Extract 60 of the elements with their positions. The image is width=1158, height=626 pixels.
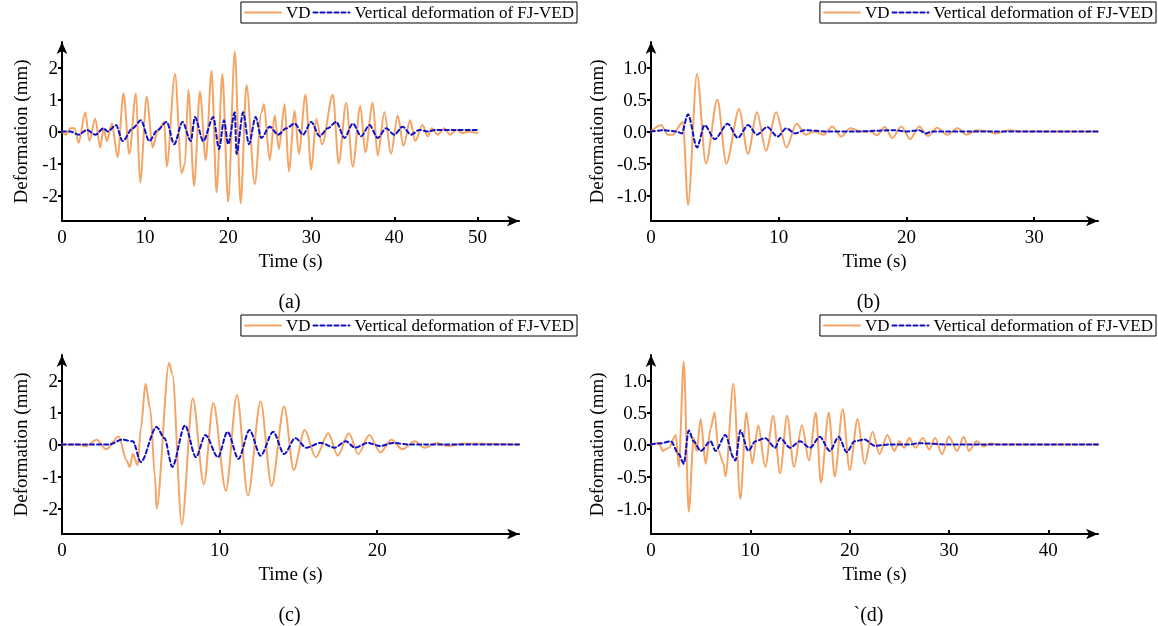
y-tick-label: 2	[48, 370, 58, 392]
x-tick-label: 40	[1038, 539, 1058, 560]
line-series	[649, 72, 1099, 207]
legend-label: VD	[285, 316, 311, 335]
legend-label: Vertical deformation of FJ-VED	[933, 316, 1154, 335]
y-tick-label: -2	[42, 497, 58, 519]
y-tick-label: -0.5	[616, 152, 647, 174]
y-tick-label: -2	[42, 184, 58, 206]
text: (b)	[856, 290, 881, 313]
x-axis-title: Time (s)	[842, 249, 907, 272]
y-tick-label: 1.0	[623, 57, 647, 79]
y-axis-title: Deformation (mm)	[10, 59, 32, 204]
y-tick-label: -1.0	[616, 184, 647, 206]
x-tick-label: 20	[840, 539, 860, 560]
y-tick-label: 0.0	[623, 434, 647, 455]
x-tick-label: 10	[740, 539, 760, 560]
y-tick-label: 0.5	[623, 89, 647, 111]
x-tick-label: 10	[210, 539, 230, 560]
x-axis-title: Time (s)	[258, 249, 323, 272]
x-axis-title: Time (s)	[258, 562, 323, 585]
y-tick-label: 0	[48, 121, 58, 142]
legend-label: VD	[864, 316, 890, 335]
line-series	[61, 111, 479, 155]
y-tick-label: 0.0	[623, 121, 647, 142]
legend-label: Vertical deformation of FJ-VED	[933, 3, 1154, 22]
text: (c)	[278, 603, 301, 626]
x-tick-label: 20	[896, 226, 916, 247]
y-tick-label: 0.5	[623, 402, 647, 424]
y-tick-label: 1	[48, 89, 58, 111]
y-tick-label: 1	[48, 402, 58, 424]
legend-label: VD	[285, 3, 311, 22]
y-tick-label: 0	[48, 434, 58, 455]
legend-label: VD	[864, 3, 890, 22]
y-tick-label: -0.5	[616, 465, 647, 487]
line-series	[61, 50, 479, 205]
x-tick-label: 40	[384, 226, 404, 247]
x-tick-label: 30	[1024, 226, 1044, 247]
y-axis-title: Deformation (mm)	[586, 59, 608, 204]
x-tick-label: 10	[135, 226, 155, 247]
legend-label: Vertical deformation of FJ-VED	[354, 3, 575, 22]
y-tick-label: 1.0	[623, 370, 647, 392]
y-axis-title: Deformation (mm)	[10, 372, 32, 517]
y-tick-label: 2	[48, 57, 58, 79]
legend-label: Vertical deformation of FJ-VED	[354, 316, 575, 335]
y-tick-label: -1.0	[616, 497, 647, 519]
line-series	[61, 424, 520, 468]
x-tick-label: 20	[218, 226, 238, 247]
y-tick-label: -1	[42, 152, 58, 174]
y-tick-label: -1	[42, 465, 58, 487]
x-axis-title: Time (s)	[842, 562, 907, 585]
line-series	[649, 429, 1099, 465]
x-tick-label: 30	[939, 539, 959, 560]
line-series	[649, 113, 1099, 149]
x-tick-label: 50	[467, 226, 487, 247]
text: `(d)	[853, 603, 884, 626]
x-tick-label: 30	[301, 226, 321, 247]
text: (a)	[278, 290, 301, 313]
x-tick-label: 20	[367, 539, 387, 560]
x-tick-label: 10	[769, 226, 789, 247]
y-axis-title: Deformation (mm)	[586, 372, 608, 517]
